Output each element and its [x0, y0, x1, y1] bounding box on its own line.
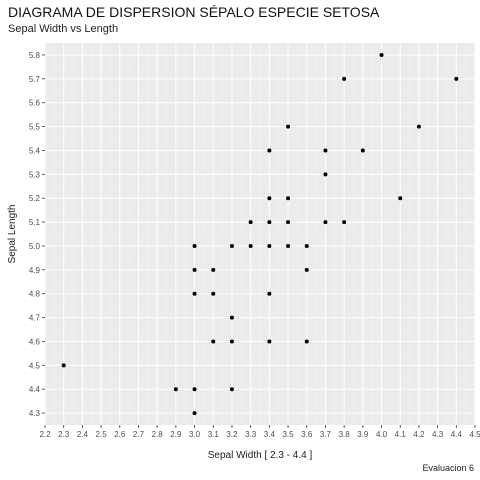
- x-tick-label: 3.3: [245, 430, 257, 439]
- data-point: [360, 148, 365, 153]
- data-point: [267, 148, 272, 153]
- data-point: [211, 267, 216, 272]
- x-tick-label: 3.6: [301, 430, 313, 439]
- x-tick-label: 4.1: [395, 430, 407, 439]
- y-tick-label: 5.1: [29, 218, 41, 227]
- data-point: [229, 315, 234, 320]
- data-point: [323, 220, 328, 225]
- data-point: [211, 291, 216, 296]
- y-tick-label: 4.3: [29, 409, 41, 418]
- y-tick-label: 4.5: [29, 361, 41, 370]
- y-tick-label: 5.5: [29, 123, 41, 132]
- data-point: [192, 411, 197, 416]
- y-tick-label: 5.4: [29, 146, 41, 155]
- data-point: [192, 243, 197, 248]
- data-point: [286, 196, 291, 201]
- data-point: [267, 291, 272, 296]
- chart-subtitle: Sepal Width vs Length: [8, 23, 119, 35]
- data-point: [192, 267, 197, 272]
- data-point: [286, 243, 291, 248]
- data-point: [229, 387, 234, 392]
- data-point: [192, 291, 197, 296]
- x-tick-label: 4.3: [432, 430, 444, 439]
- x-axis-title: Sepal Width [ 2.3 - 4.4 ]: [208, 450, 313, 461]
- x-tick-label: 2.9: [170, 430, 182, 439]
- data-point: [454, 76, 459, 81]
- x-tick-label: 3.0: [189, 430, 201, 439]
- y-axis-ticks: 4.3 4.4 4.5 4.6 4.7 4.8 4.9 5.0 5.1 5.2 5.3 5.4 5.5 5…: [29, 51, 45, 418]
- data-point: [173, 387, 178, 392]
- major-gridlines: [44, 43, 476, 425]
- data-point: [323, 148, 328, 153]
- x-tick-label: 3.5: [282, 430, 294, 439]
- x-tick-label: 2.5: [96, 430, 108, 439]
- x-tick-label: 3.8: [339, 430, 351, 439]
- x-tick-label: 2.4: [77, 430, 89, 439]
- data-point: [229, 339, 234, 344]
- data-point: [267, 220, 272, 225]
- y-axis-title: Sepal Length: [7, 205, 18, 264]
- data-point: [398, 196, 403, 201]
- data-point: [61, 363, 66, 368]
- data-point: [267, 243, 272, 248]
- y-tick-label: 4.7: [29, 314, 41, 323]
- data-point: [211, 339, 216, 344]
- y-tick-label: 5.8: [29, 51, 41, 60]
- x-axis-ticks: 2.2 2.3 2.4 2.5 2.6 2.7 2.8 2.9 3.0 3.1 3.2 3.3 3.4 3…: [39, 425, 480, 439]
- y-tick-label: 4.9: [29, 266, 41, 275]
- x-tick-label: 3.7: [320, 430, 332, 439]
- data-points: [61, 52, 459, 416]
- y-tick-label: 5.7: [29, 75, 41, 84]
- data-point: [229, 243, 234, 248]
- data-point: [248, 243, 253, 248]
- chart-title: DIAGRAMA DE DISPERSION SÉPALO ESPECIE SE…: [8, 4, 380, 20]
- minor-gridlines: [45, 43, 475, 425]
- y-tick-label: 4.6: [29, 337, 41, 346]
- y-tick-label: 4.8: [29, 290, 41, 299]
- data-point: [342, 220, 347, 225]
- data-point: [286, 124, 291, 129]
- data-point: [416, 124, 421, 129]
- x-tick-label: 3.2: [226, 430, 238, 439]
- x-tick-label: 2.6: [114, 430, 126, 439]
- x-tick-label: 4.5: [469, 430, 480, 439]
- data-point: [267, 196, 272, 201]
- data-point: [248, 220, 253, 225]
- x-tick-label: 2.3: [58, 430, 70, 439]
- x-tick-label: 4.2: [413, 430, 425, 439]
- y-tick-label: 5.3: [29, 170, 41, 179]
- x-tick-label: 3.4: [264, 430, 276, 439]
- data-point: [192, 387, 197, 392]
- data-point: [342, 76, 347, 81]
- x-tick-label: 2.7: [133, 430, 145, 439]
- data-point: [286, 220, 291, 225]
- y-tick-label: 5.6: [29, 99, 41, 108]
- data-point: [323, 172, 328, 177]
- x-tick-label: 2.8: [152, 430, 164, 439]
- x-tick-label: 4.0: [376, 430, 388, 439]
- data-point: [379, 52, 384, 57]
- data-point: [267, 339, 272, 344]
- data-point: [304, 339, 309, 344]
- y-tick-label: 4.4: [29, 385, 41, 394]
- data-point: [304, 267, 309, 272]
- y-tick-label: 5.0: [29, 242, 41, 251]
- y-tick-label: 5.2: [29, 194, 41, 203]
- x-tick-label: 4.4: [451, 430, 463, 439]
- x-tick-label: 3.9: [357, 430, 369, 439]
- chart-caption: Evaluacion 6: [422, 463, 474, 473]
- x-tick-label: 2.2: [39, 430, 51, 439]
- data-point: [304, 243, 309, 248]
- x-tick-label: 3.1: [208, 430, 220, 439]
